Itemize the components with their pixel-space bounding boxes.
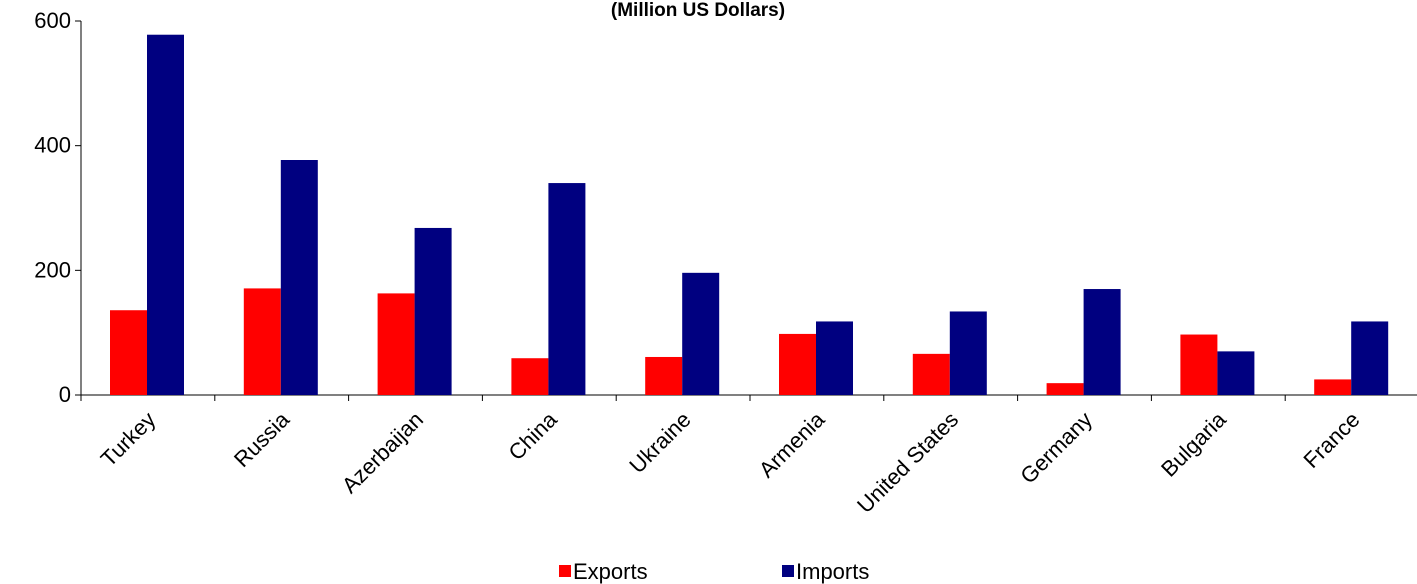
category-label: France	[1299, 407, 1365, 473]
category-label: United States	[852, 407, 963, 518]
category-label: Russia	[229, 406, 295, 472]
category-label: Germany	[1015, 407, 1097, 489]
bar-imports-germany	[1083, 289, 1121, 395]
bar-exports-china	[511, 358, 549, 395]
bars	[110, 34, 1389, 396]
bar-imports-turkey	[147, 34, 184, 396]
category-label: Ukraine	[624, 407, 695, 478]
category-label: China	[504, 406, 563, 465]
bar-exports-france	[1314, 379, 1352, 395]
y-tick-label: 600	[34, 8, 71, 33]
legend-label-exports: Exports	[573, 559, 648, 584]
bar-imports-azerbaijan	[414, 227, 452, 395]
y-tick-label: 0	[59, 382, 71, 407]
bar-imports-united-states	[949, 311, 987, 395]
legend-label-imports: Imports	[796, 559, 869, 584]
chart-subtitle: (Million US Dollars)	[611, 0, 785, 21]
bar-exports-russia	[243, 288, 281, 395]
legend-swatch-imports	[782, 565, 794, 577]
y-tick-label: 400	[34, 133, 71, 158]
bar-imports-armenia	[816, 321, 853, 395]
bar-exports-armenia	[779, 333, 816, 395]
category-labels: Turkey Russia Azerbaijan China Ukraine Armeni…	[96, 406, 1365, 518]
category-label: Azerbaijan	[337, 407, 428, 498]
bar-exports-ukraine	[645, 356, 683, 395]
bar-exports-bulgaria	[1180, 334, 1218, 395]
y-tick-label: 200	[34, 257, 71, 282]
bar-exports-germany	[1046, 383, 1084, 395]
bar-imports-china	[548, 183, 586, 395]
bar-imports-bulgaria	[1217, 351, 1255, 395]
bar-exports-azerbaijan	[377, 293, 415, 395]
bar-exports-united-states	[912, 353, 950, 395]
category-label: Bulgaria	[1156, 406, 1231, 481]
bar-imports-ukraine	[682, 272, 720, 395]
category-label: Turkey	[96, 407, 161, 472]
legend-swatch-exports	[559, 565, 571, 577]
legend: Exports Imports	[559, 559, 869, 584]
bar-imports-france	[1351, 321, 1389, 395]
bar-imports-russia	[280, 160, 318, 395]
category-label: Armenia	[754, 406, 830, 482]
bar-exports-turkey	[110, 310, 147, 395]
